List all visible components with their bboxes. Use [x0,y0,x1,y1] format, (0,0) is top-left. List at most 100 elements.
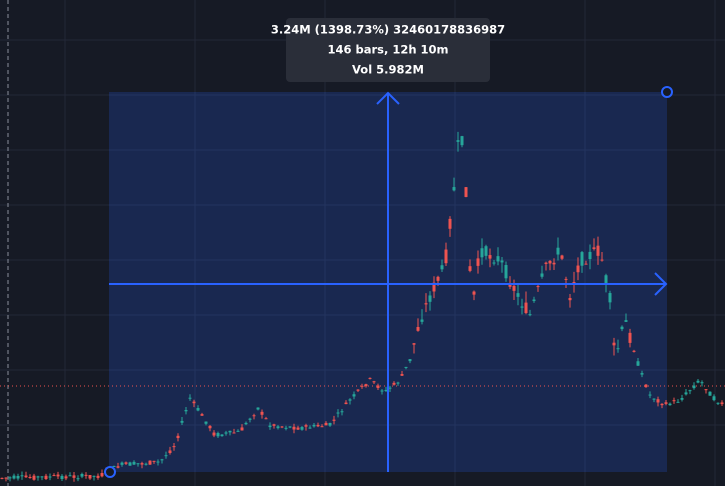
candle-body [536,286,540,288]
candle-body [176,435,180,439]
candle-body [560,255,564,259]
candle-body [548,260,552,264]
arrow-head [654,272,668,296]
candle-body [156,461,160,463]
candle-body [632,350,636,352]
candle-body [152,460,156,462]
candle-body [160,459,164,461]
candle-body [624,320,628,322]
candle-body [208,425,212,429]
candle-body [616,348,620,350]
candle-body [396,382,400,384]
candle-body [708,391,712,396]
candle-body [308,427,312,429]
candle-body [576,265,580,273]
candle-body [292,426,296,430]
candle-body [264,418,268,420]
candle-body [668,403,672,406]
candle-body [216,433,220,437]
candle-body [300,427,304,430]
candle-body [320,426,324,428]
candle-body [360,385,364,387]
candle-body [260,411,264,415]
candle-body [492,262,496,264]
candle-body [84,474,88,476]
candle-body [144,463,148,465]
tooltip-line: 146 bars, 12h 10m [327,43,448,57]
candle-body [240,427,244,431]
candle-body [92,475,96,477]
candle-body [44,475,48,480]
candle-body [276,426,280,429]
candle-body [688,390,692,392]
candle-body [444,249,448,264]
candle-body [192,401,196,404]
candle-body [364,384,368,387]
candle-body [592,247,596,249]
candle-body [520,306,524,308]
candle-body [76,478,80,480]
candle-body [248,418,252,420]
candle-body [40,476,44,478]
candle-body [172,446,176,448]
candle-body [412,343,416,345]
candle-body [596,245,600,256]
candle-body [456,140,460,142]
tooltip: 3.24M (1398.73%) 32460178836987 146 bars… [271,18,505,82]
candle-body [652,398,656,400]
candles [0,131,724,482]
candle-body [244,422,248,425]
candle-body [676,401,680,403]
candle-body [416,327,420,331]
candle-body [316,424,320,427]
candle-body [704,389,708,391]
candle-body [20,475,24,477]
candle-body [508,284,512,287]
candle-body [212,432,216,436]
candle-body [564,278,568,280]
candle-body [684,392,688,395]
candle-body [36,476,40,478]
candle-body [532,299,536,302]
candle-body [68,475,72,477]
candle-body [252,415,256,417]
candle-body [324,422,328,426]
candle-body [116,466,120,468]
candle-body [220,434,224,437]
candle-body [348,399,352,401]
candle-body [284,427,288,429]
candle-body [256,407,260,410]
candle-body [180,420,184,423]
candle-body [288,426,292,428]
candle-body [432,282,436,292]
candle-body [680,398,684,400]
candle-body [100,473,104,477]
candle-body [660,403,664,406]
candle-body [384,389,388,392]
candle-body [164,455,168,457]
candle-body [656,399,660,403]
candle-body [368,377,372,379]
candle-body [664,402,668,404]
candle-body [460,136,464,146]
candle-body [200,414,204,416]
candle-body [184,409,188,412]
candle-body [352,394,356,397]
candle-body [236,430,240,432]
candle-body [132,461,136,465]
candle-body [344,402,348,405]
candle-body [640,373,644,375]
measure-handle[interactable] [104,466,116,478]
candle-body [500,260,504,263]
candle-body [496,256,500,262]
candle-body [80,473,84,477]
measure-handle[interactable] [661,86,673,98]
arrow-head [376,91,400,105]
candle-body [544,262,548,264]
candle-body [568,297,572,301]
candle-body [524,302,528,314]
candle-body [124,462,128,464]
candle-body [692,385,696,389]
